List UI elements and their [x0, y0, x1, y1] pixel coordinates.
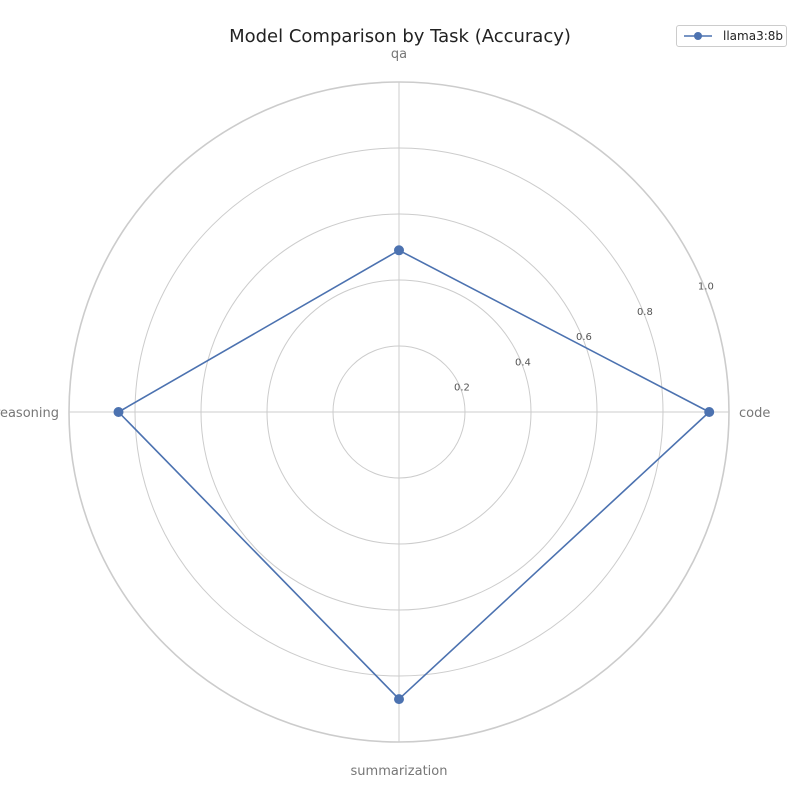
data-point: [704, 407, 715, 417]
category-label: summarization: [351, 764, 448, 779]
radial-tick-label: 0.2: [454, 383, 470, 394]
radial-tick-label: 0.4: [515, 357, 531, 368]
data-point: [113, 407, 124, 417]
radial-tick-label: 1.0: [698, 282, 714, 293]
category-label: reasoning: [0, 406, 59, 421]
grid-layer: [68, 81, 730, 743]
data-point: [394, 245, 404, 256]
radial-tick-layer: 0.2 0.4 0.6 0.8 1.0: [454, 282, 714, 394]
radial-tick-label: 0.8: [637, 307, 653, 318]
category-label: qa: [391, 47, 407, 62]
series-line: [117, 249, 711, 700]
legend: llama3:8b: [676, 25, 787, 47]
radial-tick-label: 0.6: [576, 332, 592, 343]
data-point: [394, 694, 404, 705]
category-label-layer: code qa reasoning summarization: [0, 47, 770, 779]
chart-title: Model Comparison by Task (Accuracy): [229, 26, 571, 47]
category-label: code: [739, 406, 770, 421]
series-layer: [113, 245, 715, 705]
legend-item-llama3: llama3:8b: [677, 26, 786, 46]
legend-label: llama3:8b: [723, 29, 783, 43]
legend-line-marker-icon: [684, 32, 712, 40]
